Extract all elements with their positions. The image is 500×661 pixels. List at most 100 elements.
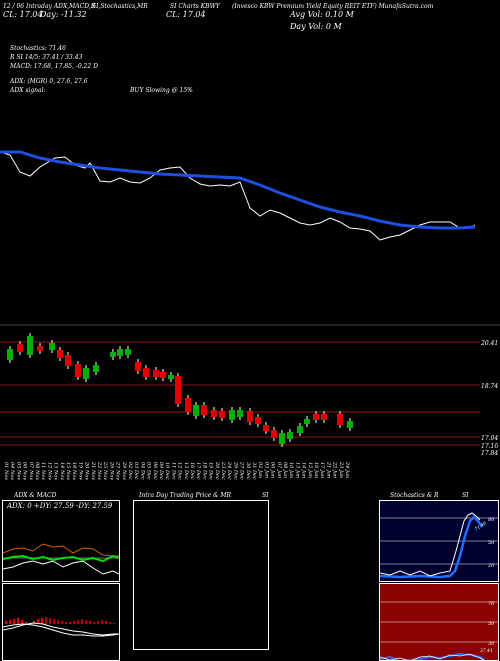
- adx-values: ADX: 0 +DY: 27.59 -DY: 27.59: [7, 502, 113, 510]
- date-label: 07 Jan: [276, 462, 282, 478]
- macd-bar: [89, 621, 92, 624]
- stoch-panel-si: SI: [462, 492, 469, 499]
- rsi-readout: R SI 14/5: 37.41 / 33.43: [10, 54, 83, 61]
- candle-up: [237, 410, 243, 417]
- date-label: 17 Jan: [319, 462, 325, 478]
- date-label: 08 Nov: [34, 462, 40, 480]
- date-label: 20 Dec: [214, 461, 220, 480]
- stochastic-panel: 80 50 20 71.46: [379, 500, 499, 582]
- main-chart: 20.41 18.74 17.04 17.16 17.84 01 Nov 04 N…: [0, 150, 500, 480]
- intra-panel-title: Intra Day Trading Price & MR: [139, 492, 232, 499]
- stochastic-chart: 80 50 20 71.46: [380, 512, 498, 579]
- candle-up: [347, 421, 353, 428]
- date-label: 05 Dec: [146, 462, 152, 480]
- stoch-panel-title: Stochastics & R: [390, 492, 439, 499]
- header-title-part2: SI,Stochastics,MR: [92, 3, 148, 10]
- date-label: 15 Jan: [307, 462, 313, 478]
- date-label: 06 Nov: [22, 462, 28, 480]
- candle-up: [304, 419, 310, 424]
- macd-bar: [9, 620, 12, 624]
- price-label: 17.04: [481, 435, 498, 442]
- stoch-tick: 80: [488, 517, 495, 523]
- adx-panel: ADX: 0 +DY: 27.59 -DY: 27.59: [2, 500, 120, 582]
- price-label: 18.74: [481, 383, 498, 390]
- macd-bar: [97, 621, 100, 624]
- candle-up: [229, 410, 235, 420]
- date-label: 04 Nov: [9, 462, 15, 480]
- price-label: 20.41: [480, 340, 498, 347]
- candle-down: [263, 425, 269, 431]
- macd-bar: [13, 619, 16, 624]
- date-label: 03 Dec: [133, 462, 139, 480]
- date-label: 13 Dec: [183, 462, 189, 480]
- candlesticks: [7, 333, 353, 447]
- candle-up: [49, 343, 55, 350]
- stoch-slow: [380, 515, 484, 579]
- macd-signal-line: [3, 622, 119, 636]
- date-label: 21 Jan: [325, 461, 331, 478]
- adx-signal-label: ADX signal:: [10, 87, 46, 94]
- header-day-change: Day: -11.32: [40, 10, 87, 19]
- date-label: 11 Dec: [170, 462, 176, 480]
- date-label: 02 Dec: [127, 462, 133, 480]
- candle-up: [93, 365, 99, 372]
- date-label: 14 Nov: [59, 462, 65, 480]
- header-avg-vol: Avg Vol: 0.10 M: [290, 10, 354, 19]
- candle-down: [37, 346, 43, 351]
- candle-down: [255, 417, 261, 424]
- candle-up: [297, 426, 303, 433]
- candle-down: [201, 405, 207, 415]
- macd-line: [3, 623, 119, 637]
- candle-down: [135, 362, 141, 371]
- buy-signal: BUY Slowing @ 15%: [130, 87, 193, 94]
- date-label: 22 Nov: [96, 461, 102, 480]
- candle-up: [168, 375, 174, 379]
- price-line: [0, 151, 476, 241]
- candle-down: [153, 370, 159, 377]
- macd-bar: [73, 621, 76, 624]
- macd-bar: [17, 618, 20, 624]
- date-label: 10 Jan: [288, 462, 294, 478]
- stoch-tick: 50: [488, 540, 495, 546]
- date-label: 19 Dec: [208, 462, 214, 480]
- header-day-vol: Day Vol: 0 M: [290, 22, 342, 31]
- date-label: 18 Nov: [71, 462, 77, 480]
- date-label: 31 Dec: [251, 462, 257, 480]
- macd-bar: [69, 622, 72, 624]
- date-label: 26 Dec: [232, 461, 238, 480]
- macd-chart: [3, 617, 119, 637]
- candle-up: [83, 368, 89, 379]
- intra-panel-si: SI: [262, 492, 269, 499]
- candle-down: [65, 355, 71, 366]
- date-label: 09 Dec: [158, 462, 164, 480]
- candle-down: [160, 372, 166, 378]
- date-label: 29 Nov: [121, 461, 127, 480]
- macd-bar: [65, 622, 68, 624]
- date-label: 13 Jan: [294, 462, 300, 478]
- macd-bar: [41, 618, 44, 624]
- adx-white: [3, 560, 119, 575]
- header-title-part1: 12 / 06 Intraday ADX,MACD,R: [3, 3, 96, 10]
- rsi-tick: 30: [488, 641, 495, 647]
- date-label: 20 Nov: [84, 461, 90, 480]
- candle-down: [271, 430, 277, 438]
- date-label: 27 Nov: [115, 461, 121, 480]
- stoch-value-label: 71.46: [474, 520, 488, 532]
- date-label: 16 Jan: [313, 462, 319, 478]
- candle-up: [279, 433, 285, 444]
- date-label: 12 Nov: [46, 462, 52, 480]
- date-label: 14 Jan: [301, 462, 307, 478]
- macd-bar: [49, 618, 52, 624]
- price-label: 17.16: [481, 443, 498, 450]
- date-label: 22 Jan: [332, 461, 338, 478]
- price-label: 17.84: [481, 450, 498, 457]
- macd-readout: MACD: 17.68, 17.85, -0.22 D: [10, 63, 98, 70]
- candle-up: [27, 336, 33, 355]
- candle-up: [117, 349, 123, 356]
- date-label: 11 Nov: [40, 462, 46, 480]
- macd-bar: [113, 623, 116, 624]
- date-label: 26 Nov: [108, 461, 114, 480]
- macd-bar: [101, 620, 104, 624]
- date-label: 15 Nov: [65, 462, 71, 480]
- rsi-tick: 70: [488, 601, 495, 607]
